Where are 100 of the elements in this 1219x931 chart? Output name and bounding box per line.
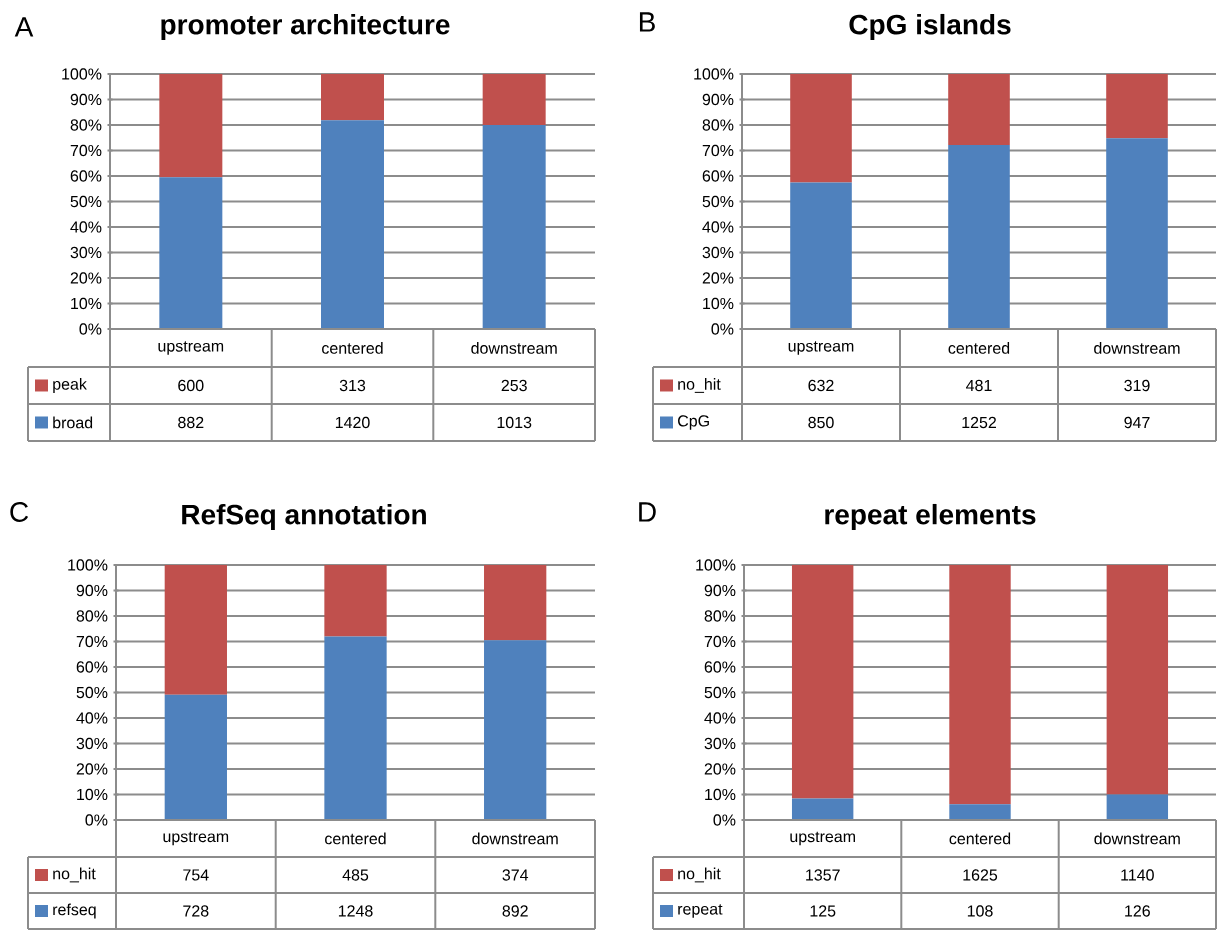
bar — [1106, 794, 1169, 820]
y-tick-label: 60% — [70, 170, 102, 182]
text: 600 — [178, 379, 204, 392]
text: 126 — [1125, 905, 1150, 917]
y-tick-label: 20% — [704, 763, 736, 775]
y-tick-label: 60% — [702, 170, 734, 182]
y-tick-label: 90% — [76, 584, 108, 597]
text: 374 — [502, 869, 529, 881]
text: 313 — [339, 379, 366, 392]
text: 882 — [178, 416, 204, 429]
x-tick-label: centered — [948, 342, 1010, 354]
y-tick-label: 70% — [704, 635, 736, 648]
y-tick-label: 30% — [702, 246, 734, 259]
legend-label: no_hit — [678, 378, 721, 393]
x-tick-label: downstream — [471, 342, 557, 354]
text: C — [10, 502, 29, 522]
text: 1248 — [338, 905, 373, 917]
y-tick-label: 100% — [68, 559, 108, 571]
y-tick-label: 80% — [70, 119, 102, 131]
y-tick-label: 40% — [704, 712, 736, 724]
text: 253 — [501, 379, 527, 392]
y-tick-label: 80% — [704, 610, 736, 622]
text: 1420 — [335, 416, 370, 429]
y-tick-label: 70% — [702, 144, 734, 157]
legend-label: refseq — [53, 903, 96, 919]
legend-label: broad — [53, 416, 93, 429]
bar — [324, 564, 387, 637]
text: 632 — [808, 379, 834, 392]
y-tick-label: 20% — [76, 763, 108, 775]
y-tick-label: 0% — [85, 814, 108, 826]
y-tick-label: 80% — [702, 119, 734, 131]
legend-label: repeat — [678, 904, 723, 918]
x-tick-label: downstream — [1094, 832, 1180, 845]
x-tick-label: downstream — [472, 832, 558, 845]
text: 1357 — [806, 869, 840, 881]
text: 319 — [1124, 379, 1150, 392]
y-tick-label: 100% — [696, 559, 736, 571]
y-tick-label: 70% — [76, 635, 108, 648]
bar — [790, 73, 852, 183]
bar — [948, 144, 1010, 329]
text: D — [639, 502, 656, 522]
bar — [1106, 73, 1168, 139]
text: 728 — [183, 905, 209, 917]
x-tick-label: upstream — [163, 831, 229, 846]
y-tick-label: 0% — [713, 814, 736, 826]
text: 754 — [183, 869, 209, 881]
y-tick-label: 90% — [70, 93, 102, 106]
y-tick-label: 50% — [702, 195, 734, 208]
y-tick-label: 60% — [704, 661, 736, 673]
legend-label: no_hit — [53, 867, 96, 883]
text: 108 — [967, 905, 993, 917]
x-tick-label: centered — [949, 832, 1011, 845]
bar — [948, 73, 1010, 145]
y-tick-label: 50% — [704, 686, 736, 699]
y-tick-label: 30% — [704, 737, 736, 750]
bar — [324, 636, 387, 820]
chart-title: promoter architecture — [161, 13, 450, 41]
text: 481 — [966, 379, 992, 392]
bar — [1106, 138, 1168, 329]
y-tick-label: 20% — [70, 272, 102, 284]
bar — [790, 182, 852, 329]
y-tick-label: 0% — [711, 323, 734, 335]
text: B — [639, 12, 655, 32]
bar — [482, 124, 546, 329]
legend-label: peak — [53, 378, 87, 393]
text: 485 — [342, 869, 369, 881]
bar — [791, 798, 854, 820]
bar — [484, 640, 547, 820]
text: 850 — [808, 416, 834, 429]
text: 1625 — [963, 869, 998, 881]
y-tick-label: 10% — [703, 297, 734, 310]
chart-title: RefSeq annotation — [182, 503, 426, 531]
x-tick-label: centered — [325, 832, 386, 845]
text: 892 — [502, 905, 528, 917]
text: A — [14, 17, 34, 37]
bar — [159, 73, 223, 178]
text: 1252 — [962, 416, 996, 429]
y-tick-label: 50% — [70, 195, 102, 208]
y-tick-label: 70% — [70, 144, 102, 157]
y-tick-label: 0% — [79, 323, 102, 335]
bar — [482, 73, 546, 125]
bar — [484, 564, 547, 641]
legend-label: no_hit — [678, 867, 721, 883]
y-tick-label: 60% — [76, 661, 108, 673]
y-tick-label: 80% — [76, 610, 108, 622]
y-tick-label: 100% — [62, 68, 102, 80]
y-tick-label: 10% — [71, 297, 102, 310]
y-tick-label: 50% — [76, 686, 108, 699]
y-tick-label: 20% — [702, 272, 734, 284]
bar — [791, 564, 854, 799]
text: 947 — [1124, 416, 1150, 429]
x-tick-label: upstream — [158, 341, 224, 355]
y-tick-label: 10% — [705, 788, 736, 801]
y-tick-label: 40% — [702, 221, 734, 233]
text: 1013 — [497, 416, 532, 429]
x-tick-label: upstream — [790, 831, 855, 846]
y-tick-label: 90% — [704, 584, 736, 597]
y-tick-label: 10% — [77, 788, 108, 801]
y-tick-label: 40% — [76, 712, 108, 724]
y-tick-label: 90% — [702, 93, 734, 106]
